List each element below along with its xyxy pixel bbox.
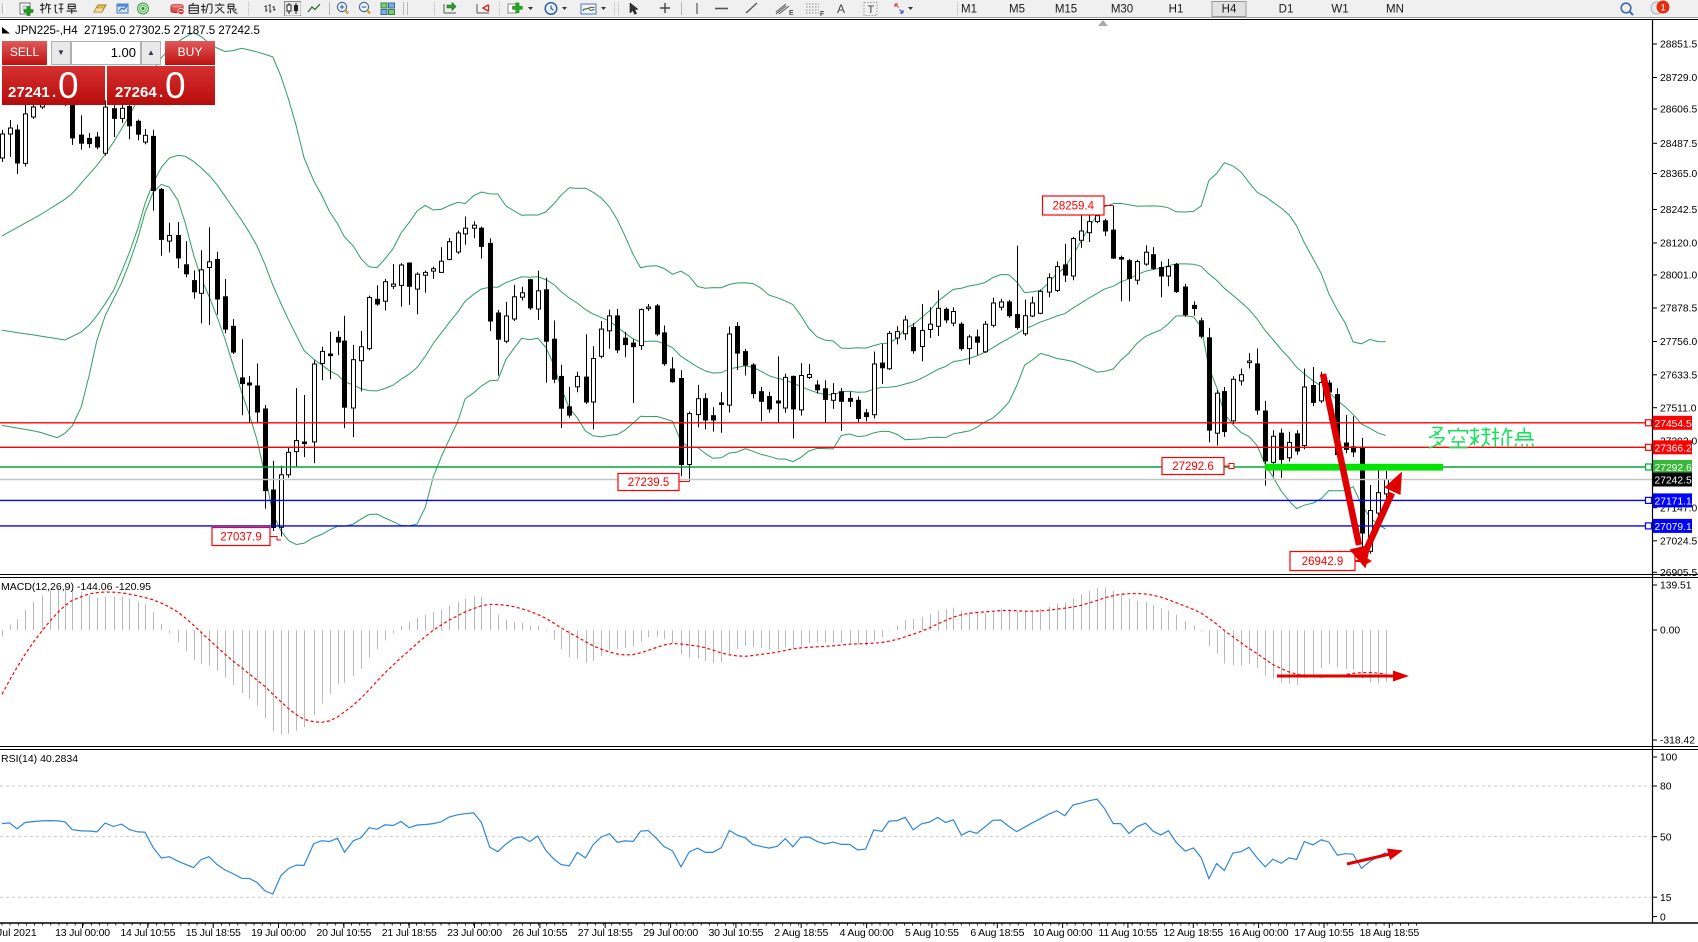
svg-text:13 Jul 00:00: 13 Jul 00:00: [55, 927, 110, 939]
svg-text:27756.0: 27756.0: [1660, 337, 1697, 348]
svg-text:28487.5: 28487.5: [1660, 139, 1697, 150]
svg-text:1: 1: [1660, 3, 1665, 14]
svg-text:139.51: 139.51: [1660, 581, 1692, 592]
svg-text:D1: D1: [1279, 4, 1294, 16]
svg-text:MN: MN: [1386, 4, 1404, 16]
svg-text:28729.0: 28729.0: [1660, 73, 1697, 84]
svg-text:19 Jul 00:00: 19 Jul 00:00: [251, 927, 306, 939]
svg-text:F: F: [820, 11, 824, 17]
svg-text:27878.5: 27878.5: [1660, 304, 1697, 315]
svg-text:W1: W1: [1331, 4, 1348, 16]
svg-text:6 Aug 18:55: 6 Aug 18:55: [970, 927, 1024, 939]
svg-text:27511.0: 27511.0: [1660, 403, 1697, 414]
svg-text:A: A: [837, 2, 845, 16]
svg-text:100: 100: [1660, 753, 1677, 764]
svg-text:18 Aug 18:55: 18 Aug 18:55: [1360, 927, 1420, 939]
svg-text:E: E: [789, 10, 794, 17]
svg-text:14 Jul 10:55: 14 Jul 10:55: [120, 927, 175, 939]
svg-text:MACD(12,26,9) -144.06 -120.95: MACD(12,26,9) -144.06 -120.95: [1, 581, 151, 593]
svg-text:27292.6: 27292.6: [1172, 461, 1214, 473]
svg-text:27292.6: 27292.6: [1655, 463, 1692, 474]
svg-text:12 Aug 18:55: 12 Aug 18:55: [1164, 927, 1224, 939]
svg-text:M1: M1: [961, 4, 977, 16]
svg-text:27239.5: 27239.5: [628, 477, 670, 489]
svg-text:27171.1: 27171.1: [1655, 496, 1692, 507]
svg-text:20 Jul 10:55: 20 Jul 10:55: [316, 927, 371, 939]
svg-text:4 Aug 00:00: 4 Aug 00:00: [840, 927, 894, 939]
svg-text:15: 15: [1660, 893, 1672, 904]
svg-text:H1: H1: [1169, 4, 1184, 16]
svg-text:11 Aug 10:55: 11 Aug 10:55: [1099, 927, 1158, 939]
svg-text:15 Jul 18:55: 15 Jul 18:55: [186, 927, 241, 939]
svg-text:27024.5: 27024.5: [1660, 537, 1697, 548]
svg-text:27037.9: 27037.9: [220, 532, 262, 544]
svg-text:23 Jul 00:00: 23 Jul 00:00: [447, 927, 502, 939]
svg-text:JPN225-,H4 27195.0 27302.5 27: JPN225-,H4 27195.0 27302.5 27187.5 27242…: [15, 25, 260, 37]
svg-text:10 Aug 00:00: 10 Aug 00:00: [1033, 927, 1093, 939]
svg-text:27454.5: 27454.5: [1655, 419, 1692, 430]
svg-text:30 Jul 10:55: 30 Jul 10:55: [708, 927, 763, 939]
svg-text:T: T: [868, 4, 875, 16]
svg-text:28365.0: 28365.0: [1660, 169, 1697, 180]
svg-text:17 Aug 10:55: 17 Aug 10:55: [1294, 927, 1354, 939]
svg-text:-318.42: -318.42: [1660, 736, 1695, 747]
svg-text:27366.2: 27366.2: [1655, 443, 1692, 454]
svg-text:27242.5: 27242.5: [1655, 476, 1692, 487]
svg-text:28001.0: 28001.0: [1660, 271, 1697, 282]
svg-text:M15: M15: [1055, 4, 1077, 16]
svg-text:28606.5: 28606.5: [1660, 105, 1697, 116]
svg-text:0.00: 0.00: [1660, 626, 1680, 637]
svg-text:80: 80: [1660, 782, 1672, 793]
svg-text:Jul 2021: Jul 2021: [0, 927, 37, 939]
svg-text:50: 50: [1660, 832, 1672, 843]
svg-text:26905.5: 26905.5: [1660, 568, 1697, 579]
svg-text:26 Jul 10:55: 26 Jul 10:55: [512, 927, 567, 939]
svg-text:28120.0: 28120.0: [1660, 239, 1697, 250]
svg-text:27 Jul 18:55: 27 Jul 18:55: [578, 927, 633, 939]
svg-text:21 Jul 18:55: 21 Jul 18:55: [382, 927, 437, 939]
svg-text:M5: M5: [1009, 4, 1025, 16]
svg-text:29 Jul 00:00: 29 Jul 00:00: [643, 927, 698, 939]
svg-text:27147.0: 27147.0: [1660, 503, 1697, 514]
svg-text:26942.9: 26942.9: [1302, 556, 1344, 568]
svg-text:0: 0: [1660, 912, 1666, 923]
svg-text:H4: H4: [1222, 4, 1237, 16]
svg-text:5 Aug 10:55: 5 Aug 10:55: [905, 927, 959, 939]
svg-text:2 Aug 18:55: 2 Aug 18:55: [774, 927, 828, 939]
svg-text:27633.5: 27633.5: [1660, 371, 1697, 382]
svg-text:28259.4: 28259.4: [1052, 201, 1094, 213]
svg-text:M30: M30: [1111, 4, 1133, 16]
svg-text:RSI(14) 40.2834: RSI(14) 40.2834: [1, 753, 78, 765]
svg-text:28851.5: 28851.5: [1660, 40, 1697, 51]
svg-text:28242.5: 28242.5: [1660, 205, 1697, 216]
svg-text:16 Aug 00:00: 16 Aug 00:00: [1229, 927, 1289, 939]
svg-text:27079.1: 27079.1: [1655, 522, 1692, 533]
